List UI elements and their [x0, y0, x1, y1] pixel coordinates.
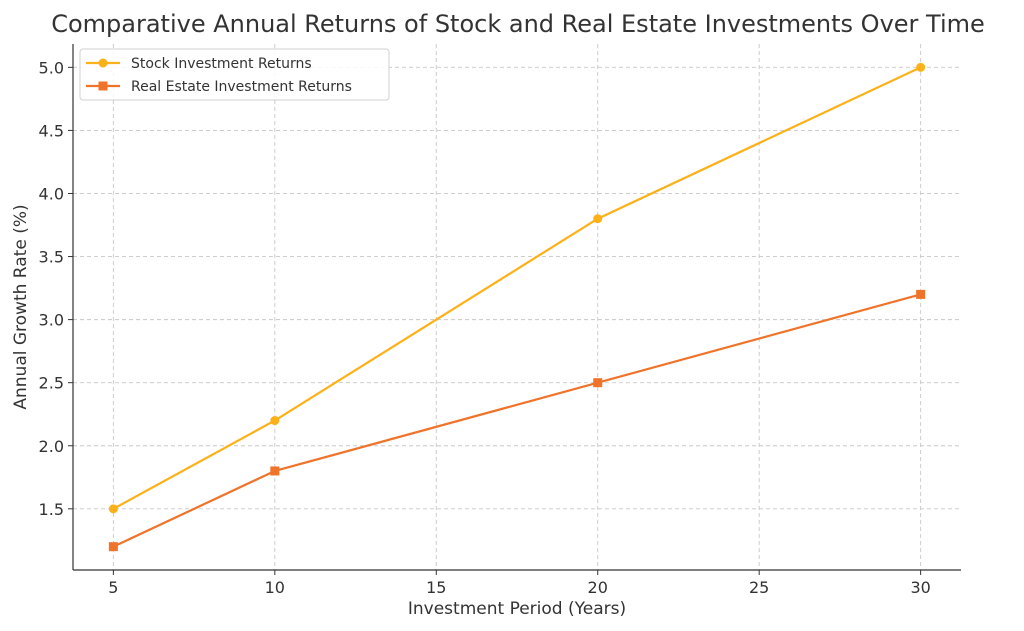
data-point-real-estate-investment-returns — [593, 378, 603, 388]
chart-title: Comparative Annual Returns of Stock and … — [51, 10, 985, 38]
x-axis-label: Investment Period (Years) — [408, 599, 626, 619]
y-tick-label: 1.5 — [39, 500, 64, 519]
series-line-stock-investment-returns — [112, 66, 922, 510]
data-point-stock-investment-returns — [108, 504, 118, 514]
y-tick-label: 2.0 — [39, 437, 64, 456]
y-tick-label: 4.0 — [39, 184, 64, 203]
x-tick-label: 20 — [588, 578, 608, 597]
grid — [73, 44, 961, 570]
data-point-real-estate-investment-returns — [108, 542, 118, 552]
legend-marker-stock-investment-returns — [98, 58, 108, 68]
axes — [72, 44, 961, 571]
legend-marker-real-estate-investment-returns — [98, 81, 108, 91]
x-tick-label: 15 — [426, 578, 446, 597]
x-tick-label: 25 — [749, 578, 769, 597]
legend-box — [79, 48, 390, 101]
y-tick-label: 3.5 — [39, 248, 64, 267]
series-layer — [108, 62, 926, 552]
data-point-stock-investment-returns — [270, 416, 280, 426]
data-point-stock-investment-returns — [593, 214, 603, 224]
x-tick-label: 5 — [108, 578, 118, 597]
data-point-stock-investment-returns — [916, 62, 926, 72]
legend-label-real-estate-investment-returns: Real Estate Investment Returns — [131, 79, 352, 95]
x-tick-label: 10 — [265, 578, 285, 597]
y-tick-label: 5.0 — [39, 58, 64, 77]
ticks: 5 10 15 20 25 30 1.5 2.0 2.5 3.0 3.5 4.0 4.5 5.0 — [39, 58, 931, 597]
data-point-real-estate-investment-returns — [916, 289, 926, 299]
x-tick-label: 30 — [910, 578, 930, 597]
y-axis-label: Annual Growth Rate (%) — [11, 204, 31, 409]
series-line-real-estate-investment-returns — [112, 293, 921, 548]
legend: Stock Investment Returns Real Estate Inve… — [79, 48, 390, 101]
data-point-real-estate-investment-returns — [270, 466, 280, 476]
legend-label-stock-investment-returns: Stock Investment Returns — [131, 56, 312, 72]
y-tick-label: 3.0 — [39, 311, 64, 330]
y-tick-label: 2.5 — [39, 374, 64, 393]
y-tick-label: 4.5 — [39, 121, 64, 140]
